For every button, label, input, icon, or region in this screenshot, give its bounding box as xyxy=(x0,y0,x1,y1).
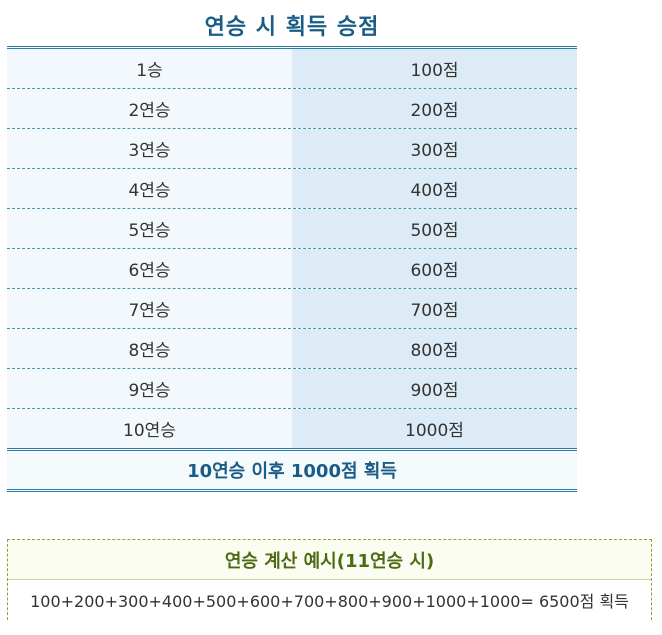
streak-cell: 10연승 xyxy=(7,409,292,448)
example-title: 연승 계산 예시(11연승 시) xyxy=(8,540,651,580)
points-table: 1승 100점 2연승 200점 3연승 300점 4연승 400점 5연승 5… xyxy=(7,46,577,492)
table-row: 9연승 900점 xyxy=(7,369,577,409)
points-cell: 800점 xyxy=(292,329,577,368)
table-row: 2연승 200점 xyxy=(7,89,577,129)
example-formula: 100+200+300+400+500+600+700+800+900+1000… xyxy=(8,580,651,620)
streak-cell: 6연승 xyxy=(7,249,292,288)
streak-cell: 2연승 xyxy=(7,89,292,128)
points-cell: 500점 xyxy=(292,209,577,248)
points-cell: 600점 xyxy=(292,249,577,288)
table-row: 8연승 800점 xyxy=(7,329,577,369)
points-cell: 200점 xyxy=(292,89,577,128)
summary-row: 10연승 이후 1000점 획득 xyxy=(7,451,577,492)
table-row: 4연승 400점 xyxy=(7,169,577,209)
example-box: 연승 계산 예시(11연승 시) 100+200+300+400+500+600… xyxy=(7,539,652,620)
streak-cell: 7연승 xyxy=(7,289,292,328)
streak-cell: 5연승 xyxy=(7,209,292,248)
points-cell: 300점 xyxy=(292,129,577,168)
points-cell: 400점 xyxy=(292,169,577,208)
table-row: 5연승 500점 xyxy=(7,209,577,249)
points-cell: 100점 xyxy=(292,49,577,88)
points-cell: 700점 xyxy=(292,289,577,328)
points-cell: 1000점 xyxy=(292,409,577,448)
streak-cell: 4연승 xyxy=(7,169,292,208)
table-row: 7연승 700점 xyxy=(7,289,577,329)
table-row: 6연승 600점 xyxy=(7,249,577,289)
table-row: 3연승 300점 xyxy=(7,129,577,169)
table-row: 10연승 1000점 xyxy=(7,409,577,451)
streak-cell: 1승 xyxy=(7,49,292,88)
points-cell: 900점 xyxy=(292,369,577,408)
streak-cell: 9연승 xyxy=(7,369,292,408)
table-row: 1승 100점 xyxy=(7,49,577,89)
page-title: 연승 시 획득 승점 xyxy=(204,15,380,40)
streak-cell: 3연승 xyxy=(7,129,292,168)
streak-cell: 8연승 xyxy=(7,329,292,368)
